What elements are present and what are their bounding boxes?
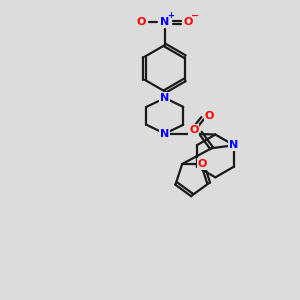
Text: +: + <box>167 11 174 20</box>
Text: O: O <box>183 17 193 27</box>
Text: −: − <box>191 11 200 21</box>
Text: O: O <box>198 159 207 169</box>
Text: N: N <box>160 93 170 103</box>
Text: O: O <box>189 125 199 135</box>
Text: N: N <box>160 129 170 139</box>
Text: N: N <box>160 17 170 27</box>
Text: O: O <box>205 111 214 121</box>
Text: N: N <box>229 140 239 150</box>
Text: O: O <box>137 17 146 27</box>
